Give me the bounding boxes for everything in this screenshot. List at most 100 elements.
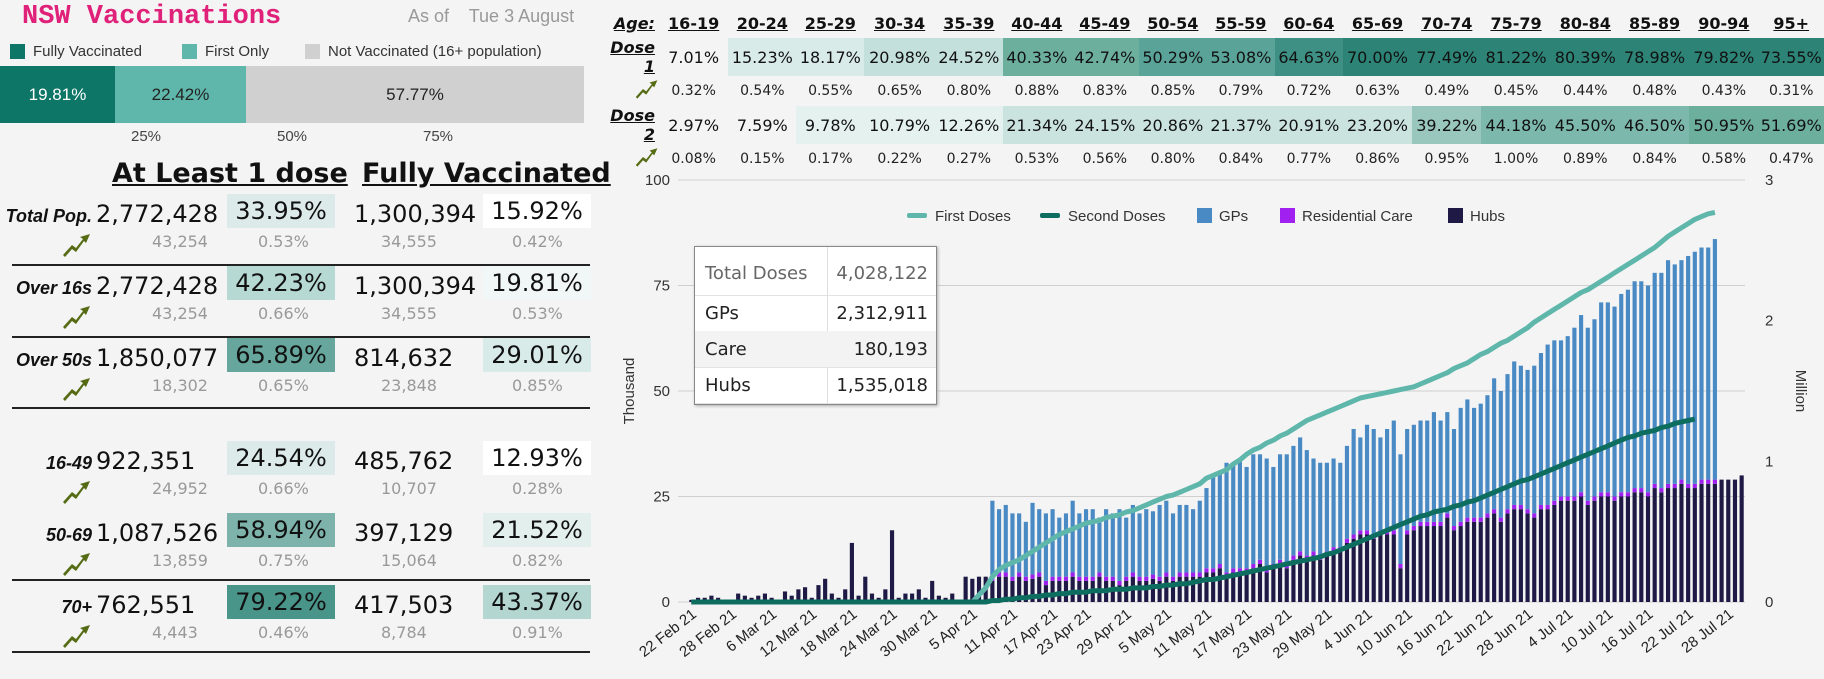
bar-residential-care [1632, 488, 1637, 493]
bar-gps [1010, 513, 1015, 577]
bar-gps [1659, 272, 1664, 489]
dose1-delta: 43,254 [152, 232, 208, 251]
bar-hubs [869, 593, 875, 602]
bar-hubs [1451, 530, 1457, 602]
bar-gps [1471, 407, 1477, 518]
dose1-change-cell: 0.45% [1493, 83, 1539, 99]
bar-hubs [1251, 568, 1256, 602]
full-percent: 43.37% [483, 585, 591, 619]
bar-hubs [903, 593, 908, 602]
dose1-change-row: 0.32% 0.54% 0.55% 0.65% 0.80% 0.88% 0.83% 0.85%… [598, 76, 1824, 106]
full-delta: 15,064 [381, 551, 437, 570]
bar-residential-care [1478, 517, 1483, 522]
bar-gps [1498, 391, 1503, 518]
bar-hubs [802, 587, 808, 602]
bar-hubs [1264, 572, 1269, 602]
dose2-change-cell: 0.56% [1082, 151, 1128, 167]
status-tick-25: 25% [131, 128, 162, 145]
bar-hubs [762, 593, 768, 602]
bar-hubs [1324, 555, 1329, 602]
bar-hubs [1344, 542, 1350, 602]
total-row: Care 180,193 [695, 331, 936, 368]
bar-gps [1411, 424, 1416, 527]
bar-gps [1344, 445, 1350, 539]
bar-hubs [1726, 479, 1731, 602]
bar-hubs [756, 595, 761, 602]
bar-residential-care [1083, 576, 1089, 581]
right-axis-title: Million [1792, 370, 1809, 413]
bar-hubs [1585, 504, 1590, 602]
bar-residential-care [1130, 572, 1135, 577]
status-bar-first-only: 22.42% [115, 66, 246, 123]
bar-gps [1545, 344, 1550, 505]
dose2-change-cell: 0.95% [1424, 151, 1469, 167]
bar-residential-care [997, 572, 1002, 577]
bar-residential-care [1585, 500, 1590, 505]
bar-hubs [1231, 572, 1236, 602]
bar-residential-care [1592, 496, 1597, 501]
bar-residential-care [1104, 576, 1109, 581]
bar-hubs [1157, 580, 1162, 602]
dose2-cell: 46.50% [1619, 106, 1690, 144]
total-row-label: GPs [705, 303, 739, 324]
bar-hubs [1030, 578, 1035, 602]
bar-hubs [1304, 559, 1309, 602]
bar-residential-care [1351, 534, 1356, 539]
status-bar-fully-label: 19.81% [28, 84, 87, 104]
bar-gps [1532, 365, 1537, 514]
bar-gps [1632, 281, 1637, 489]
bar-gps [1184, 504, 1189, 573]
trend-icon [62, 374, 92, 404]
dose2-cell: 51.69% [1758, 106, 1824, 144]
legend-swatch [305, 44, 320, 59]
bar-hubs [1391, 534, 1396, 602]
bar-residential-care [1505, 509, 1510, 514]
bar-hubs [1351, 538, 1356, 602]
total-row: Hubs 1,535,018 [695, 367, 936, 404]
bar-hubs [1465, 521, 1470, 602]
dose1-percent: 42.23% [227, 266, 335, 300]
legend-swatch [10, 44, 25, 59]
chart-legend: First Doses Second Doses GPs Residential Ca… [907, 208, 1505, 225]
status-tick-50: 50% [277, 128, 308, 145]
bar-residential-care [1471, 517, 1477, 522]
bar-gps [1418, 420, 1423, 522]
bar-gps [1224, 462, 1229, 573]
bar-gps [1358, 437, 1363, 531]
bar-residential-care [1619, 492, 1624, 497]
bar-gps [1371, 428, 1376, 535]
summary-row-label: Over 50s [15, 350, 92, 370]
full-count: 485,762 [354, 447, 454, 475]
bar-gps [1585, 327, 1590, 501]
bar-residential-care [1137, 576, 1142, 581]
bar-gps [1124, 517, 1129, 577]
bar-hubs [1538, 509, 1544, 602]
dose1-change-cell: 0.48% [1632, 83, 1677, 99]
dose2-change-cell: 0.22% [877, 151, 922, 167]
bar-gps [1552, 340, 1557, 501]
bar-hubs [1037, 576, 1042, 602]
dose1-cell: 78.98% [1619, 38, 1690, 76]
bar-hubs [1478, 521, 1483, 602]
bar-gps [1405, 428, 1410, 531]
bar-hubs [1358, 534, 1363, 602]
dose1-delta: 24,952 [152, 479, 208, 498]
bar-hubs [1217, 568, 1222, 602]
legend-label: Residential Care [1302, 208, 1413, 225]
bar-residential-care [1017, 572, 1022, 577]
bar-gps [990, 500, 995, 577]
bar-hubs [1645, 496, 1651, 602]
full-delta-percent: 0.91% [512, 623, 563, 642]
bar-hubs [816, 585, 821, 602]
dose1-cell: 81.22% [1481, 38, 1551, 76]
total-row-value: 1,535,018 [836, 375, 928, 396]
header-at-least-1-dose: At Least 1 dose [112, 158, 348, 189]
bar-gps [1518, 365, 1523, 505]
bar-hubs [1605, 496, 1610, 602]
dose1-delta-percent: 0.65% [258, 376, 309, 395]
bar-gps [1204, 488, 1209, 569]
bar-gps [1599, 302, 1604, 493]
left-tick-label: 75 [653, 278, 670, 295]
bar-gps [1177, 504, 1182, 573]
bar-gps [1170, 513, 1176, 577]
